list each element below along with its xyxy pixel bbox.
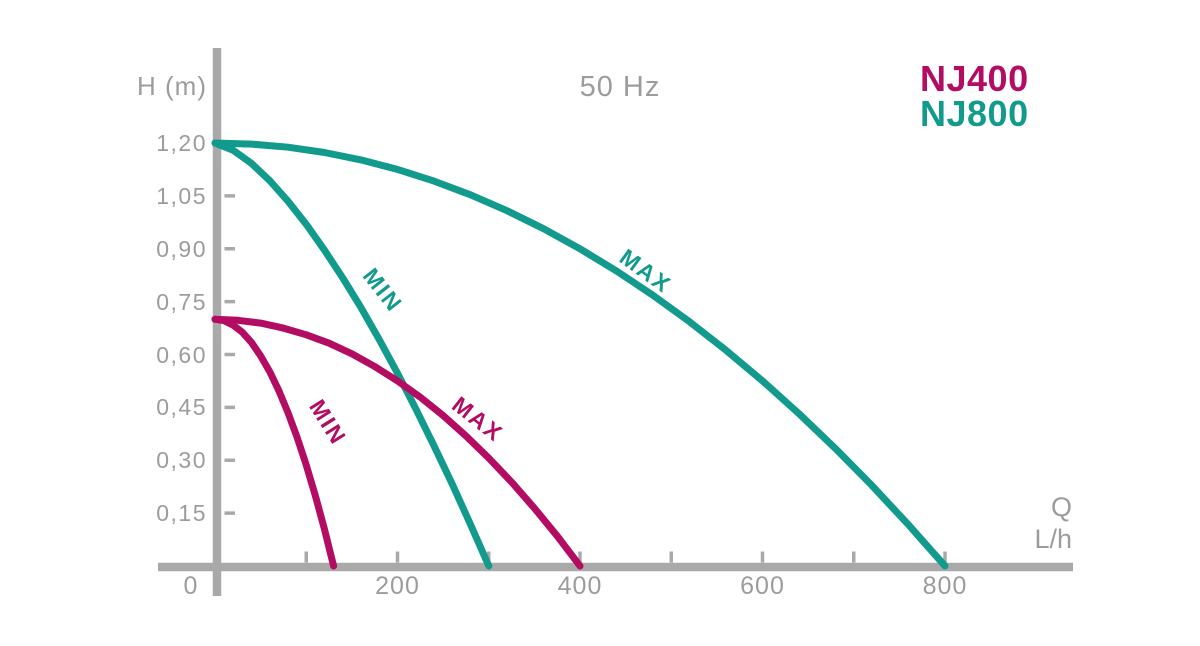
- x-axis-tick-mark: [578, 551, 582, 563]
- y-tick-label: 1,20: [156, 130, 207, 156]
- y-axis-tick-mark: [224, 458, 235, 462]
- x-axis-line: [158, 562, 1073, 572]
- curve-nj400-min: [211, 315, 338, 570]
- y-tick-label: 0,90: [156, 235, 207, 262]
- y-tick-label: 1,05: [156, 182, 207, 209]
- y-tick-label: 0,30: [156, 447, 207, 474]
- x-tick-label: 400: [557, 572, 603, 600]
- y-tick-label: 0,15: [156, 500, 207, 527]
- legend-item-nj800: NJ800: [920, 93, 1029, 134]
- x-axis-tick-mark: [487, 551, 491, 563]
- x-axis-tick-mark: [304, 551, 308, 563]
- chart-title: 50 Hz: [579, 71, 661, 103]
- curve-label-nj400-min: MIN: [304, 395, 352, 450]
- legend-item-nj400: NJ400: [920, 58, 1029, 99]
- x-tick-label: 600: [740, 572, 785, 600]
- y-tick-label: 0,75: [156, 288, 207, 315]
- curve-nj400-max: [211, 315, 584, 570]
- legend: NJ400 NJ800: [920, 58, 1080, 134]
- x-axis-tick-mark: [852, 551, 856, 563]
- x-tick-label: 200: [375, 572, 420, 600]
- x-tick-label: 0: [183, 572, 199, 600]
- x-axis-unit-lh: L/h: [1034, 524, 1072, 554]
- x-axis-tick-mark: [395, 551, 400, 563]
- y-axis-tick-mark: [224, 405, 235, 410]
- x-axis-tick-mark: [760, 551, 765, 563]
- y-axis-tick-mark: [224, 352, 235, 357]
- y-axis-tick-mark: [224, 247, 235, 251]
- y-axis-tick-mark: [224, 299, 235, 304]
- curve-nj800-min: [211, 139, 493, 570]
- y-tick-label: 0,60: [156, 341, 207, 368]
- x-axis-unit-q: Q: [1050, 492, 1072, 522]
- x-axis-tick-mark: [943, 551, 947, 563]
- y-axis-title: H (m): [137, 71, 207, 101]
- x-axis-tick-mark: [669, 551, 673, 563]
- y-axis-tick-mark: [224, 194, 235, 198]
- curve-label-nj400-max: MAX: [447, 391, 508, 447]
- y-axis-tick-mark: [224, 511, 235, 515]
- x-tick-label: 800: [922, 572, 968, 600]
- curve-nj800-max: [211, 139, 949, 570]
- y-tick-label: 0,45: [156, 394, 207, 421]
